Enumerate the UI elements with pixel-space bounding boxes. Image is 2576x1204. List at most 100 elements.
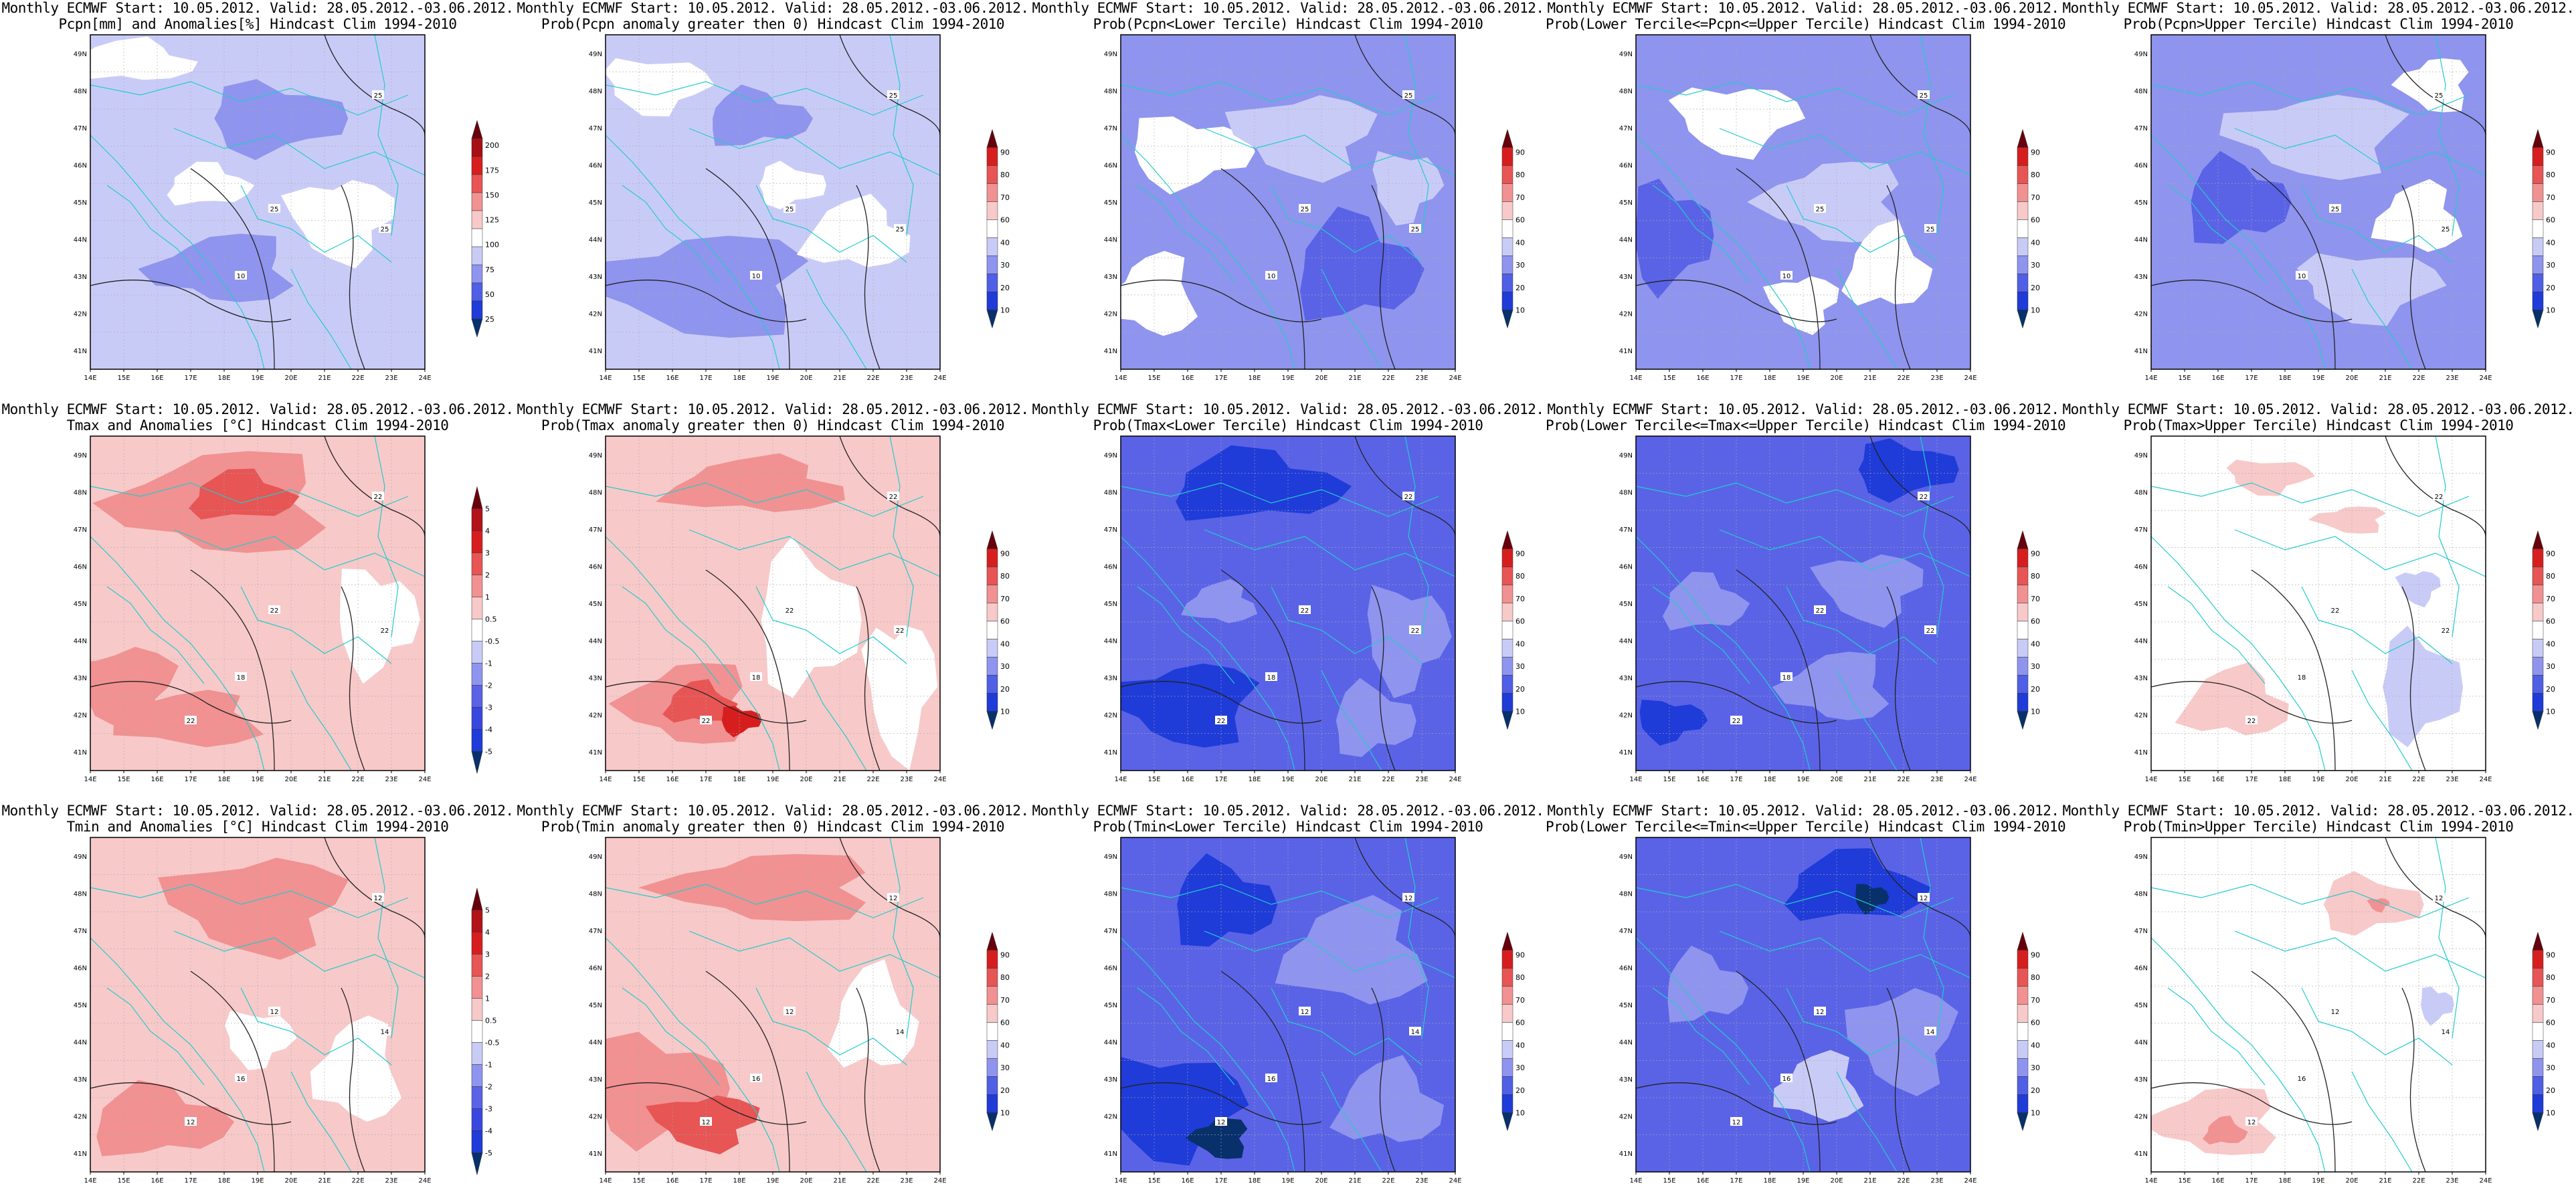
- colorbar-segment: [1501, 639, 1513, 658]
- colorbar-segment: [986, 165, 998, 184]
- border-line: [1137, 586, 1235, 684]
- isoline: [190, 569, 275, 771]
- x-tick-label: 24E: [418, 776, 431, 783]
- y-tick-label: 49N: [589, 452, 602, 460]
- border-line: [1121, 937, 1295, 1172]
- isoline: [1886, 987, 1911, 1172]
- isoline-label-box: [1409, 224, 1421, 233]
- colorbar-label: 2: [485, 571, 490, 580]
- isoline-label-box: [1215, 716, 1227, 724]
- y-tick-label: 44N: [74, 638, 87, 645]
- border-line: [90, 134, 265, 369]
- x-tick-label: 24E: [1449, 1177, 1461, 1185]
- colorbar-label: 70: [2031, 996, 2040, 1005]
- colorbar-segment: [471, 1152, 483, 1175]
- border-line: [90, 937, 265, 1172]
- colorbar-label: 10: [1515, 708, 1525, 716]
- colorbar-segment: [986, 567, 998, 585]
- x-tick-label: 21E: [2379, 776, 2391, 783]
- panel-title-line1: Monthly ECMWF Start: 10.05.2012. Valid: …: [1, 401, 514, 417]
- isoline-label-box: [2440, 625, 2452, 634]
- y-tick-label: 45N: [1104, 1002, 1117, 1009]
- x-tick-label: 24E: [1449, 375, 1461, 382]
- colorbar-segment: [2017, 128, 2029, 148]
- isoline-label: 22: [270, 607, 279, 615]
- y-tick-label: 47N: [589, 928, 602, 935]
- isoline: [705, 168, 790, 369]
- x-tick-label: 24E: [2479, 776, 2492, 783]
- border-line: [90, 482, 409, 517]
- colorbar-label: 200: [485, 141, 499, 150]
- y-tick-label: 47N: [589, 526, 602, 534]
- x-tick-label: 23E: [2446, 1177, 2458, 1185]
- isoline-label: 12: [187, 1119, 195, 1126]
- isoline-label-box: [2433, 893, 2445, 902]
- y-tick-label: 49N: [1619, 854, 1633, 861]
- y-tick-label: 46N: [1104, 965, 1117, 972]
- y-tick-label: 48N: [589, 489, 602, 496]
- y-tick-label: 44N: [1104, 638, 1117, 645]
- x-tick-label: 15E: [117, 375, 130, 382]
- colorbar-label: 3: [485, 950, 490, 959]
- colorbar-segment: [471, 486, 483, 509]
- isoline-label-box: [894, 625, 906, 634]
- isoline: [341, 185, 365, 369]
- x-tick-label: 23E: [900, 375, 913, 382]
- colorbar-label: 60: [2031, 216, 2040, 225]
- colorbar-segment: [471, 575, 483, 597]
- x-tick-label: 21E: [833, 375, 846, 382]
- border-line: [106, 987, 205, 1086]
- colorbar-segment: [986, 292, 998, 310]
- colorbar-segment: [2532, 310, 2544, 329]
- x-tick-label: 17E: [184, 776, 197, 783]
- x-tick-label: 23E: [900, 776, 913, 783]
- isoline-label-box: [1265, 672, 1277, 681]
- field-region: [1185, 1118, 1248, 1159]
- y-tick-label: 48N: [74, 489, 87, 496]
- x-tick-label: 21E: [1348, 1177, 1361, 1185]
- colorbar-label: -2: [485, 682, 492, 690]
- x-tick-label: 21E: [318, 776, 331, 783]
- x-tick-label: 15E: [1147, 375, 1160, 382]
- map-figure: 25 25 10 25 14E 15E 16E 17E 18E 19E 20E 21E 22E 23E 24…: [589, 34, 1010, 382]
- isoline-label: 22: [2247, 718, 2256, 725]
- map-panel: Monthly ECMWF Start: 10.05.2012. Valid: …: [1546, 401, 2066, 803]
- isoline: [1220, 569, 1305, 771]
- colorbar-segment: [2017, 1112, 2029, 1132]
- colorbar-label: -0.5: [485, 637, 499, 646]
- field-region: [606, 58, 715, 116]
- colorbar-segment: [1501, 1004, 1513, 1023]
- x-tick-label: 24E: [933, 776, 946, 783]
- x-tick-label: 14E: [1114, 1177, 1127, 1185]
- x-tick-label: 17E: [2245, 776, 2258, 783]
- colorbar-segment: [2532, 657, 2544, 676]
- x-tick-label: 22E: [866, 776, 879, 783]
- y-tick-label: 43N: [1104, 675, 1117, 682]
- colorbar-label: 60: [1000, 216, 1010, 225]
- y-tick-label: 46N: [2134, 162, 2148, 169]
- x-tick-label: 20E: [800, 776, 812, 783]
- colorbar-segment: [2017, 548, 2029, 567]
- x-tick-label: 15E: [1147, 776, 1160, 783]
- colorbar-segment: [1501, 128, 1513, 148]
- x-tick-label: 17E: [1730, 1177, 1742, 1185]
- colorbar-label: 175: [485, 166, 499, 175]
- colorbar-segment: [1501, 968, 1513, 987]
- colorbar-label: 0.5: [485, 1017, 497, 1025]
- isoline-label: 18: [237, 674, 246, 682]
- isoline-label: 22: [1217, 718, 1226, 725]
- y-tick-label: 46N: [74, 162, 87, 169]
- y-tick-label: 49N: [1619, 51, 1633, 58]
- border-line: [90, 81, 409, 116]
- isoline-label-box: [1402, 90, 1414, 99]
- x-tick-label: 20E: [2345, 375, 2358, 382]
- colorbar-label: -5: [485, 748, 492, 757]
- colorbar-label: 20: [1515, 284, 1525, 292]
- colorbar-segment: [471, 210, 483, 229]
- x-tick-label: 22E: [2412, 375, 2425, 382]
- colorbar-segment: [986, 548, 998, 567]
- colorbar-label: -5: [485, 1149, 492, 1158]
- y-tick-label: 45N: [589, 1002, 602, 1009]
- y-tick-label: 44N: [589, 638, 602, 645]
- y-tick-label: 46N: [589, 563, 602, 571]
